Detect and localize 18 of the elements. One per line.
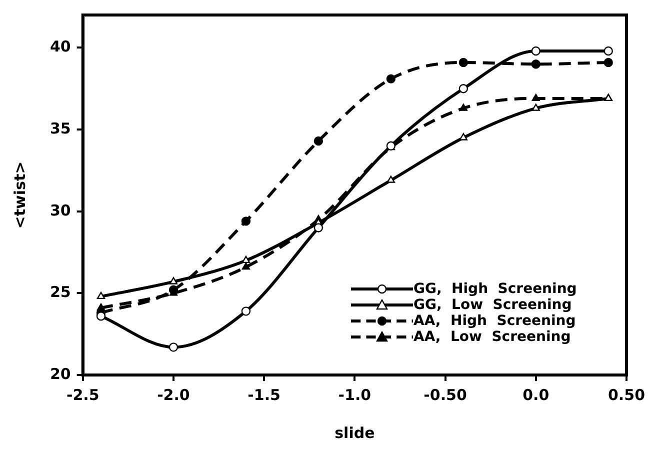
legend-label: GG, Low Screening <box>413 297 572 313</box>
y-tick-label: 40 <box>50 38 71 56</box>
x-tick-label: -0.50 <box>424 386 467 404</box>
y-tick-label: 25 <box>50 283 71 302</box>
x-tick-label: -1.0 <box>338 386 372 404</box>
x-tick-label: -2.0 <box>157 386 190 404</box>
x-axis-title: slide <box>334 424 375 442</box>
x-tick-label: -2.5 <box>66 386 100 404</box>
y-tick-label: 30 <box>50 201 71 220</box>
x-tick-label: -1.5 <box>248 386 280 404</box>
x-tick-label: 0.50 <box>608 386 646 404</box>
y-tick-label: 35 <box>50 119 71 138</box>
legend-label: AA, High Screening <box>413 313 576 329</box>
y-tick-label: 20 <box>50 364 71 383</box>
legend-label: GG, High Screening <box>413 281 577 297</box>
legend-label: AA, Low Screening <box>413 329 571 345</box>
x-tick-label: 0.0 <box>522 386 550 404</box>
y-axis-title: <twist> <box>10 161 29 229</box>
